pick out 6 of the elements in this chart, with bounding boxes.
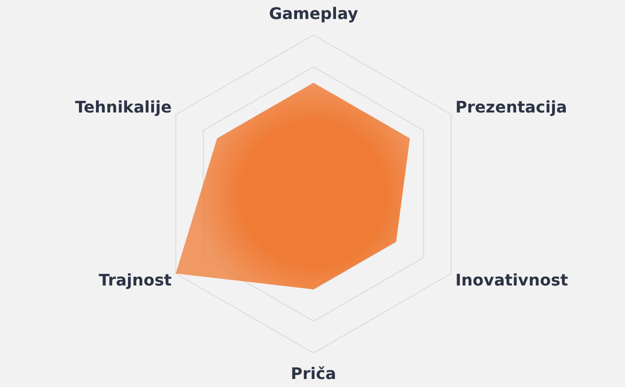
spoke-label: Prezentacija xyxy=(455,98,568,116)
spoke-label: Trajnost xyxy=(98,270,172,290)
spoke-label: Inovativnost xyxy=(455,270,568,290)
spoke-label: Tehnikalije xyxy=(75,98,172,116)
spoke-label: Priča xyxy=(290,364,336,383)
spoke-label: Gameplay xyxy=(268,4,359,23)
